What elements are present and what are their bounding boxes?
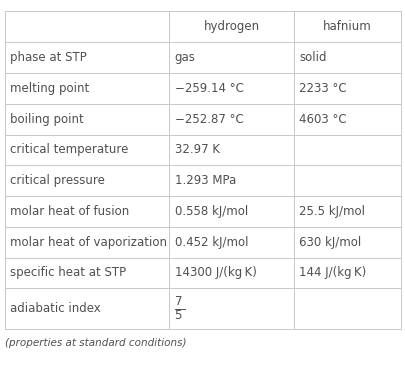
- Text: −252.87 °C: −252.87 °C: [174, 113, 243, 126]
- Text: 14300 J/(kg K): 14300 J/(kg K): [174, 267, 256, 279]
- Text: 25.5 kJ/mol: 25.5 kJ/mol: [298, 205, 364, 218]
- Text: molar heat of fusion: molar heat of fusion: [10, 205, 129, 218]
- Text: gas: gas: [174, 51, 195, 64]
- Text: (properties at standard conditions): (properties at standard conditions): [5, 338, 186, 348]
- Text: 5: 5: [174, 309, 181, 322]
- Text: 7: 7: [174, 295, 182, 308]
- Text: −259.14 °C: −259.14 °C: [174, 82, 243, 95]
- Text: adiabatic index: adiabatic index: [10, 302, 101, 315]
- Text: specific heat at STP: specific heat at STP: [10, 267, 126, 279]
- Text: critical temperature: critical temperature: [10, 144, 128, 156]
- Text: hafnium: hafnium: [322, 20, 371, 33]
- Text: 2233 °C: 2233 °C: [298, 82, 346, 95]
- Text: phase at STP: phase at STP: [10, 51, 87, 64]
- Text: 0.452 kJ/mol: 0.452 kJ/mol: [174, 236, 247, 249]
- Text: critical pressure: critical pressure: [10, 174, 105, 187]
- Text: 4603 °C: 4603 °C: [298, 113, 346, 126]
- Text: molar heat of vaporization: molar heat of vaporization: [10, 236, 167, 249]
- Text: melting point: melting point: [10, 82, 89, 95]
- Text: solid: solid: [298, 51, 326, 64]
- Text: 1.293 MPa: 1.293 MPa: [174, 174, 235, 187]
- Text: hydrogen: hydrogen: [203, 20, 259, 33]
- Text: 32.97 K: 32.97 K: [174, 144, 219, 156]
- Text: boiling point: boiling point: [10, 113, 84, 126]
- Text: 630 kJ/mol: 630 kJ/mol: [298, 236, 361, 249]
- Text: 144 J/(kg K): 144 J/(kg K): [298, 267, 366, 279]
- Text: 0.558 kJ/mol: 0.558 kJ/mol: [174, 205, 247, 218]
